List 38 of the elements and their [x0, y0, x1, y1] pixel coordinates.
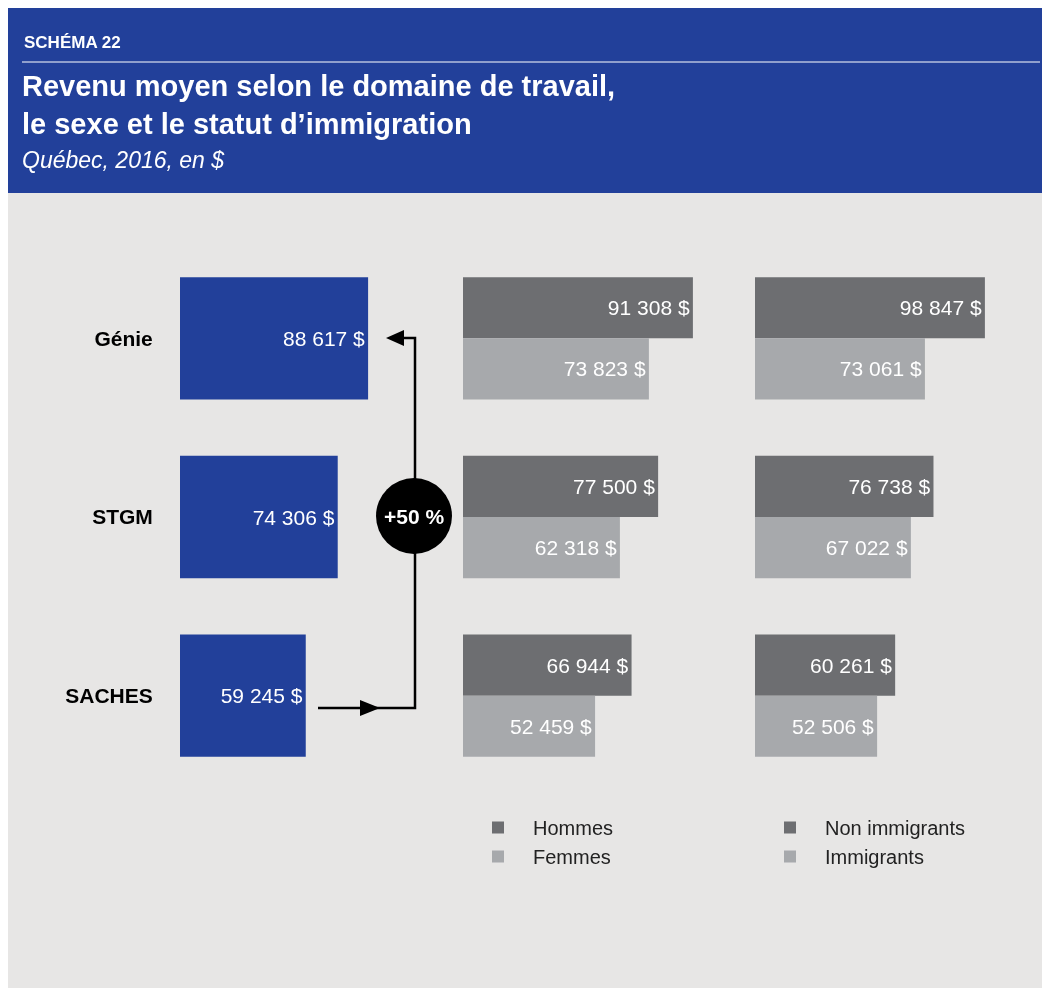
data-label: 91 308 $ — [607, 296, 690, 320]
data-label: 59 245 $ — [220, 684, 303, 708]
bar — [463, 455, 659, 517]
bar — [755, 338, 925, 400]
data-label: 73 061 $ — [839, 357, 922, 381]
legend-label: Femmes — [533, 846, 611, 869]
bar — [463, 634, 632, 696]
legend-label: Hommes — [533, 817, 614, 840]
data-label: 52 459 $ — [510, 714, 593, 738]
data-label: 52 506 $ — [792, 714, 875, 738]
y-tick-label: Génie — [94, 326, 153, 350]
bar — [463, 338, 649, 400]
bar — [463, 695, 596, 757]
data-label: 73 823 $ — [563, 357, 646, 381]
chart-subtitle: Québec, 2016, en $ — [22, 147, 226, 173]
data-label: 76 738 $ — [848, 474, 931, 498]
text: SCHÉMA 22 — [24, 33, 121, 52]
data-label: 60 261 $ — [810, 653, 893, 677]
data-label: 62 318 $ — [534, 536, 617, 560]
bar — [463, 517, 620, 579]
legend-label: Immigrants — [825, 846, 924, 869]
y-tick-label: SACHES — [65, 684, 153, 708]
bar — [755, 517, 911, 579]
bar — [463, 277, 693, 339]
chart-title: Revenu moyen selon le domaine de travail, le sexe et le statut d’immigration — [22, 70, 616, 140]
data-label: 88 617 $ — [283, 326, 366, 350]
bar — [755, 277, 985, 339]
bar — [755, 695, 878, 757]
data-label: 98 847 $ — [899, 296, 982, 320]
data-label: 67 022 $ — [825, 536, 908, 560]
data-label: 77 500 $ — [573, 474, 656, 498]
y-tick-label: STGM — [92, 505, 153, 529]
legend-label: Non immigrants — [825, 817, 966, 840]
bar — [755, 455, 934, 517]
data-label: 66 944 $ — [546, 653, 629, 677]
bar — [755, 634, 896, 696]
text: +50 % — [384, 505, 445, 528]
data-label: 74 306 $ — [252, 505, 335, 529]
